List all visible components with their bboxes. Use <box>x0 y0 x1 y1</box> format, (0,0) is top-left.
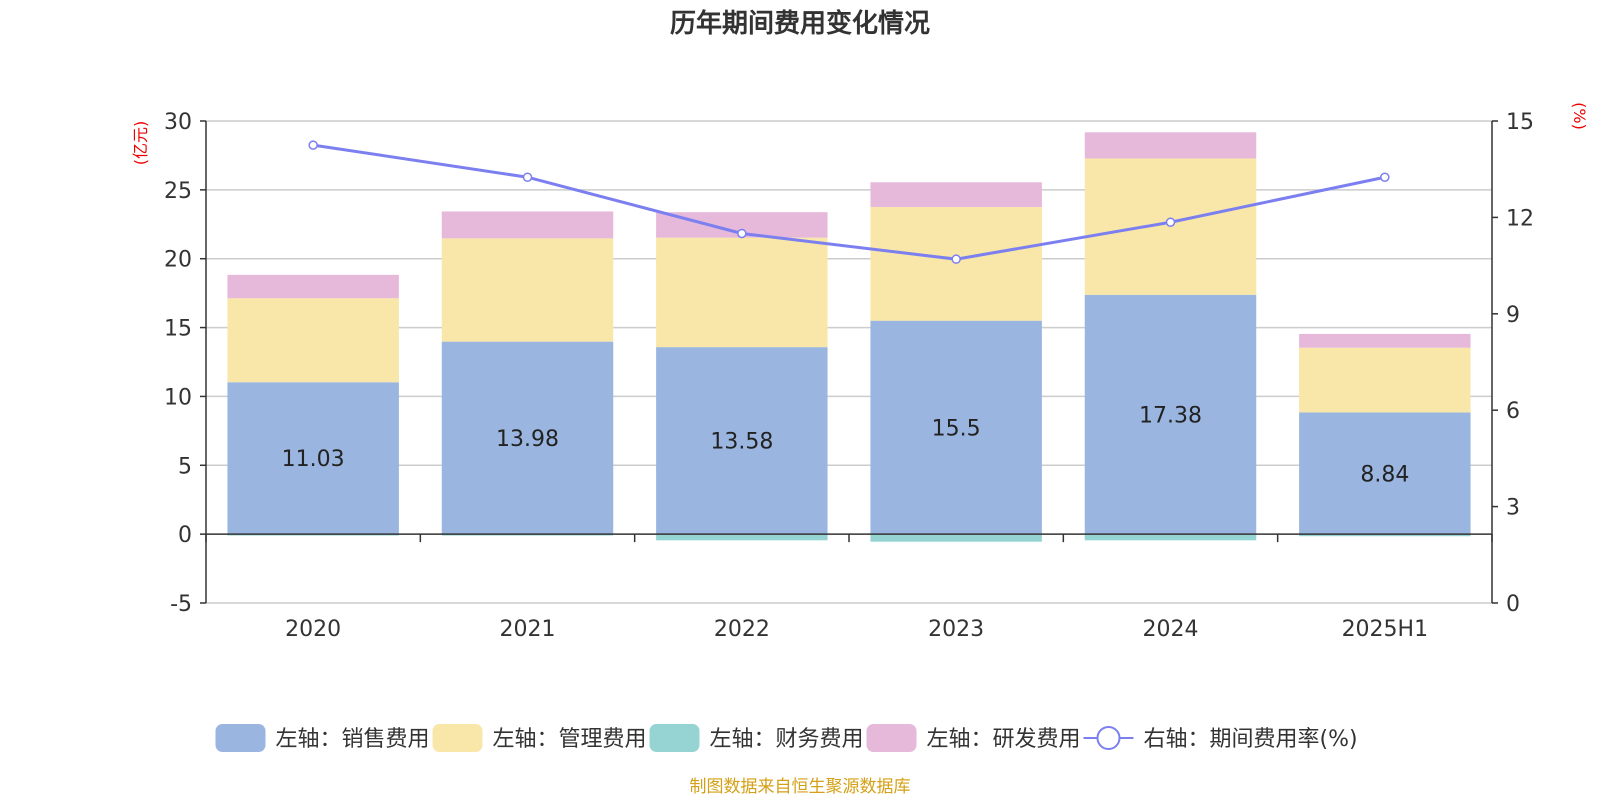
legend-swatch <box>649 724 700 752</box>
rate-point <box>1380 172 1390 182</box>
bar-segment <box>1299 412 1471 535</box>
legend-label: 左轴：财务费用 <box>710 727 864 752</box>
data-labels: 11.03 13.98 13.58 15.5 17.38 8.84 <box>282 403 1410 487</box>
x-tick-label: 2020 <box>285 617 341 642</box>
bar-segment <box>1299 347 1471 413</box>
x-tick-label: 2021 <box>500 617 556 642</box>
rate-point <box>1165 217 1176 227</box>
legend-swatch <box>866 724 917 752</box>
bar-segment <box>1084 534 1257 541</box>
bar-segment <box>870 320 1042 535</box>
bar-segment <box>227 298 399 383</box>
right-tick-label: 6 <box>1506 399 1520 424</box>
legend-label: 左轴：销售费用 <box>276 727 430 752</box>
x-axis: 2020 2021 2022 2023 2024 2025H1 <box>205 533 1493 642</box>
bar-segment <box>656 534 828 541</box>
data-label: 13.98 <box>496 427 559 452</box>
bar-segment <box>1084 132 1257 159</box>
right-tick-label: 0 <box>1506 592 1520 617</box>
bar-segment <box>656 237 828 348</box>
x-tick-label: 2025H1 <box>1342 617 1429 642</box>
bar-segment <box>656 347 828 535</box>
bar-segment <box>1299 534 1471 537</box>
bar-segment <box>227 382 399 535</box>
bar-segment <box>441 211 614 239</box>
left-tick-label: 30 <box>164 110 192 135</box>
rate-point <box>737 228 747 239</box>
left-axis-unit: (亿元) <box>131 121 150 166</box>
left-tick-label: 5 <box>178 454 192 479</box>
x-tick-label: 2024 <box>1143 617 1199 642</box>
left-tick-label: 15 <box>164 317 192 342</box>
bars <box>227 132 1471 542</box>
rate-point <box>951 254 961 264</box>
data-label: 17.38 <box>1139 403 1202 428</box>
legend-label: 右轴：期间费用率(%) <box>1144 727 1358 752</box>
bar-segment <box>1084 294 1257 535</box>
left-tick-label: 20 <box>164 248 192 273</box>
gridlines <box>206 120 1492 604</box>
bar-segment <box>870 534 1042 542</box>
right-tick-label: 3 <box>1506 496 1520 521</box>
chart-title: 历年期间费用变化情况 <box>670 8 930 39</box>
data-label: 13.58 <box>710 430 773 455</box>
data-label: 15.5 <box>932 416 981 441</box>
source-note: 制图数据来自恒生聚源数据库 <box>690 777 911 797</box>
bar-segment <box>441 341 614 535</box>
legend-marker-swatch <box>1096 726 1121 750</box>
right-tick-label: 15 <box>1506 110 1534 135</box>
left-tick-label: 25 <box>164 179 192 204</box>
left-tick-label: 10 <box>164 385 192 410</box>
rate-point <box>308 140 318 150</box>
right-axis-unit: (%) <box>1570 102 1589 130</box>
legend-label: 左轴：管理费用 <box>493 727 647 752</box>
bar-segment <box>227 274 399 299</box>
left-axis: -5 0 5 10 15 20 25 30 <box>164 110 207 617</box>
bar-segment <box>1299 333 1471 348</box>
data-label: 11.03 <box>282 447 345 472</box>
legend: 左轴：销售费用 左轴：管理费用 左轴：财务费用 左轴：研发费用 右轴：期间费用率(%) <box>215 724 1358 752</box>
left-tick-label: 0 <box>178 523 192 548</box>
bar-segment <box>441 238 614 342</box>
legend-swatch <box>215 724 266 752</box>
left-tick-label: -5 <box>170 592 192 617</box>
rate-line <box>312 143 1386 261</box>
legend-label: 左轴：研发费用 <box>927 727 1081 752</box>
bar-segment <box>870 182 1042 208</box>
x-tick-label: 2023 <box>928 617 984 642</box>
data-label: 8.84 <box>1360 462 1409 487</box>
x-tick-label: 2022 <box>714 617 770 642</box>
rate-point <box>522 172 533 182</box>
right-axis: 0 3 6 9 12 15 <box>1491 110 1534 617</box>
right-tick-label: 9 <box>1506 303 1520 328</box>
right-tick-label: 12 <box>1506 206 1534 231</box>
line-series <box>308 140 1390 264</box>
legend-swatch <box>432 724 483 752</box>
